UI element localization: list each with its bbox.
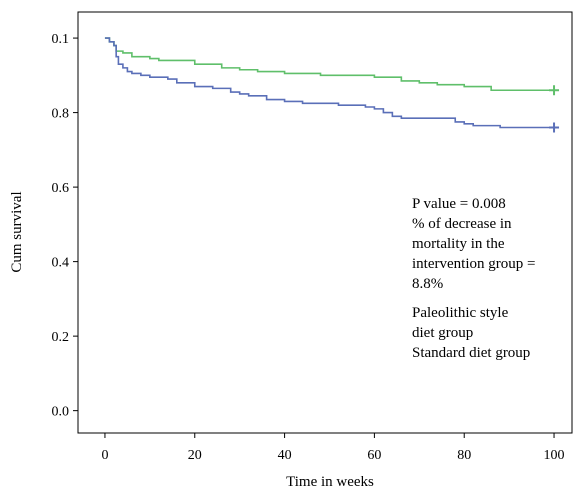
y-tick-label: 0.4 (52, 256, 70, 271)
series-layer (104, 37, 560, 133)
y-tick-label: 0.2 (52, 330, 70, 345)
x-axis-title: Time in weeks (286, 474, 374, 489)
annotation-line-intervention: intervention group = (412, 256, 535, 272)
y-axis-title: Cum survival (9, 191, 25, 272)
annotation-line-decrease: % of decrease in (412, 216, 512, 232)
legend-entry-paleolithic: Paleolithic style (412, 305, 509, 321)
legend: Paleolithic style diet group Standard di… (412, 305, 530, 361)
x-tick-label: 20 (188, 448, 202, 463)
x-tick-label: 80 (457, 448, 471, 463)
y-tick-label: 0.6 (52, 181, 70, 196)
axes: 0.0 0.2 0.4 0.6 0.8 0.1 0 20 40 60 80 100 (52, 11, 573, 463)
annotation-line-p-value: P value = 0.008 (412, 196, 506, 212)
annotation-line-mortality: mortality in the (412, 236, 505, 252)
survival-curve-2 (104, 37, 555, 129)
annotation-block: P value = 0.008 % of decrease in mortali… (412, 196, 535, 292)
annotation-line-percentage: 8.8% (412, 276, 443, 292)
x-tick-label: 100 (544, 448, 565, 463)
x-tick-label: 40 (278, 448, 292, 463)
legend-entry-paleolithic-cont: diet group (412, 325, 473, 341)
y-tick-label: 0.1 (52, 32, 70, 47)
x-tick-label: 0 (101, 448, 108, 463)
x-tick-label: 60 (367, 448, 381, 463)
legend-entry-standard: Standard diet group (412, 345, 530, 361)
survival-curve-1 (104, 37, 555, 92)
plot-frame (77, 11, 573, 434)
y-tick-label: 0.8 (52, 107, 70, 122)
y-tick-label: 0.0 (52, 405, 70, 420)
